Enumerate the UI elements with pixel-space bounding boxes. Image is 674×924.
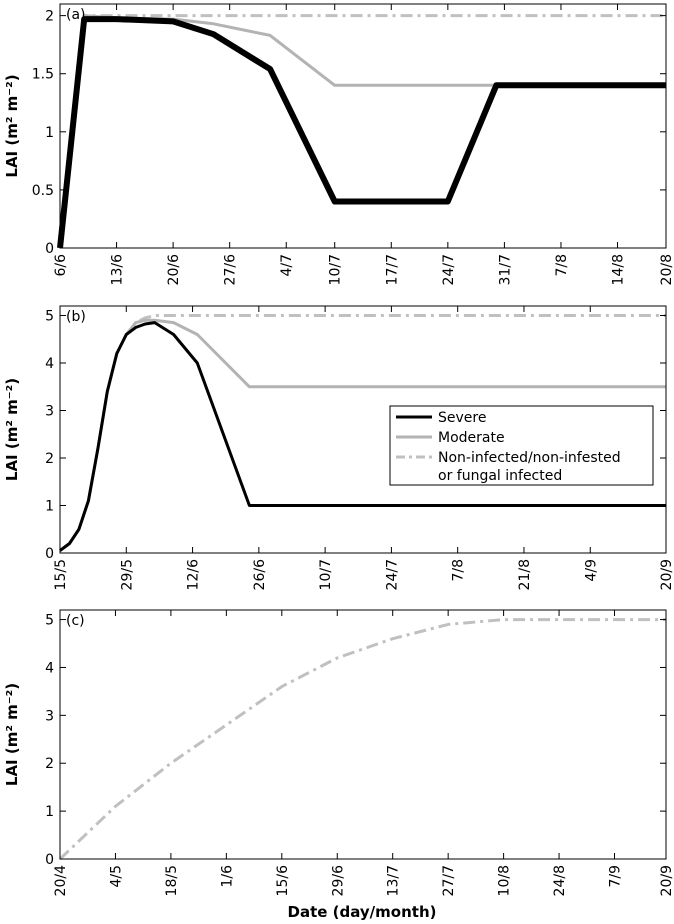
x-tick-label: 29/6	[330, 865, 346, 897]
legend-item: Moderate	[396, 430, 505, 446]
y-tick-label: 0	[45, 241, 54, 257]
legend-label: Severe	[438, 410, 486, 426]
y-tick-label: 1	[45, 499, 54, 515]
x-tick-label: 4/9	[583, 559, 599, 582]
x-tick-label: 27/6	[223, 254, 239, 286]
x-tick-label: 6/6	[53, 254, 69, 277]
x-axis-label: Date (day/month)	[288, 903, 437, 921]
x-tick-label: 4/5	[108, 865, 124, 888]
x-tick-label: 10/7	[318, 559, 334, 590]
panel-3: 0 1 2 3 4 5 20/4 4/5 18/5 1/6 15/6 29/6 13/7 27/7 10/8…	[3, 609, 674, 897]
y-axis-label: LAI (m² m⁻²)	[3, 74, 21, 177]
y-axis-label: LAI (m² m⁻²)	[3, 683, 21, 786]
x-tick-label: 20/8	[659, 254, 674, 285]
y-tick-label: 0	[45, 852, 54, 868]
x-tick-label: 10/7	[328, 254, 344, 285]
x-tick-label: 18/5	[164, 865, 180, 896]
x-tick-label: 12/6	[186, 559, 202, 591]
x-tick-label: 29/5	[119, 559, 135, 590]
x-tick-label: 20/9	[659, 559, 674, 590]
x-tick-label: 1/6	[219, 865, 235, 888]
y-tick-label: 3	[45, 404, 54, 420]
x-tick-label: 7/9	[608, 865, 624, 888]
y-tick-label: 3	[45, 708, 54, 724]
series-line-severe	[57, 16, 666, 249]
x-tick-label: 7/8	[554, 254, 570, 277]
series-group	[57, 14, 666, 249]
x-tick-label: 21/8	[517, 559, 533, 590]
legend-item: Severe	[396, 410, 486, 426]
legend-label: Non-infected/non-infested	[438, 450, 621, 466]
x-tick-label: 24/7	[441, 254, 457, 285]
axes-frame	[59, 609, 667, 860]
x-tick-label: 14/8	[611, 254, 627, 285]
x-tick-label: 13/6	[110, 254, 126, 286]
x-tick-label: 20/9	[659, 865, 674, 896]
y-tick-label: 5	[45, 613, 54, 629]
y-tick-label: 1	[45, 125, 54, 141]
y-tick-label: 2	[45, 9, 54, 25]
y-tick-label: 0.5	[32, 183, 54, 199]
y-tick-label: 5	[45, 309, 54, 325]
legend-item: Non-infected/non-infested or fungal infec…	[396, 450, 621, 484]
series-group	[59, 314, 666, 552]
x-tick-label: 10/8	[497, 865, 513, 896]
legend-label: Moderate	[438, 430, 505, 446]
x-tick-label: 4/7	[279, 254, 295, 277]
panel-label: (a)	[66, 7, 86, 23]
x-tick-label: 15/5	[53, 559, 69, 590]
x-tick-label: 27/7	[441, 865, 457, 896]
panel-2: 0 1 2 3 4 5 15/5 29/5 12/6 26/6 10/7 24/7 7/8 21/8 4/9…	[3, 305, 674, 591]
series-line-non-infected-non-infested	[58, 14, 666, 249]
y-axis-label: LAI (m² m⁻²)	[3, 378, 21, 481]
axes-frame	[59, 305, 667, 554]
y-tick-label: 2	[45, 451, 54, 467]
x-tick-label: 26/6	[252, 559, 268, 591]
x-tick-label: 17/7	[384, 254, 400, 285]
x-tick-label: 20/6	[166, 254, 182, 286]
legend: Severe Moderate Non-infected/non-infested o…	[389, 405, 654, 486]
x-tick-label: 20/4	[53, 865, 69, 897]
series-line-moderate	[58, 14, 666, 249]
x-tick-label: 24/8	[552, 865, 568, 896]
x-tick-label: 24/7	[384, 559, 400, 590]
panel-1: 0 0.5 1 1.5 2 6/6 13/6 20/6 27/6 4/7 10/7 17/7 24/7 3…	[3, 3, 674, 286]
series-line-non-infected-non-infested	[58, 618, 666, 861]
y-tick-label: 1	[45, 804, 54, 820]
y-tick-label: 4	[45, 356, 54, 372]
x-tick-label: 15/6	[275, 865, 291, 897]
y-tick-label: 2	[45, 756, 54, 772]
legend-box	[389, 405, 654, 486]
y-tick-label: 4	[45, 660, 54, 676]
axes-frame	[59, 3, 667, 249]
y-tick-label: 1.5	[32, 67, 54, 83]
y-tick-label: 0	[45, 546, 54, 562]
x-tick-label: 7/8	[451, 559, 467, 582]
series-group	[58, 618, 666, 861]
panel-label: (b)	[66, 309, 86, 325]
x-tick-label: 13/7	[386, 865, 402, 896]
series-line-severe	[59, 321, 666, 552]
x-tick-label: 31/7	[497, 254, 513, 285]
panel-label: (c)	[66, 613, 85, 629]
legend-label: or fungal infected	[438, 468, 562, 484]
